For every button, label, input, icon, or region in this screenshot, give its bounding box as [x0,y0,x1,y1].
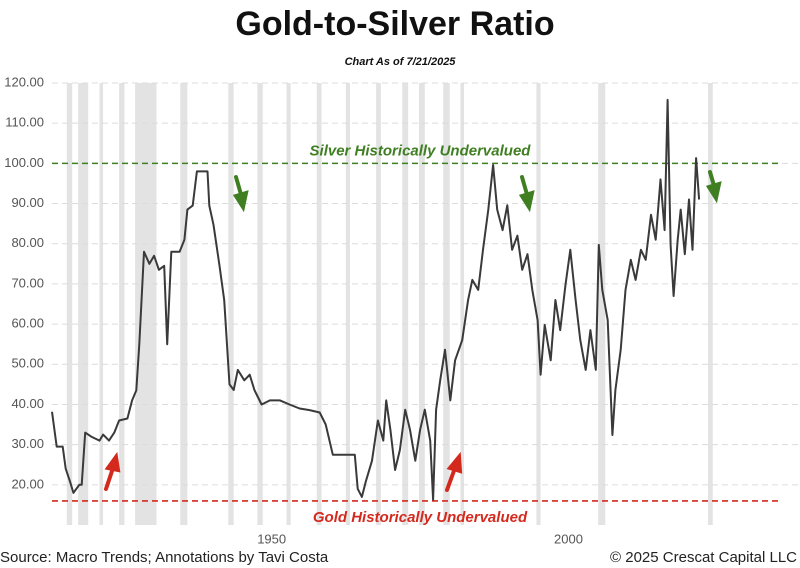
arrow-head [232,190,249,213]
chart-title: Gold-to-Silver Ratio [235,5,554,43]
shaded-period [707,83,713,525]
shaded-period [257,83,263,525]
shaded-period [402,83,409,525]
y-tick-label: 20.00 [11,476,44,491]
shaded-period [345,83,351,525]
y-tick-label: 60.00 [11,316,44,331]
x-tick-label: 1950 [257,531,286,546]
up-arrow [445,466,457,492]
y-tick-label: 100.00 [4,155,44,170]
shaded-period [135,83,157,525]
data-line [51,98,701,501]
arrow-head [446,451,463,474]
y-tick-label: 70.00 [11,275,44,290]
shaded-period [286,83,291,525]
arrow-head [518,190,535,213]
shaded-period [228,83,234,525]
arrow-head [705,181,722,204]
shaded-period [536,83,541,525]
y-tick-label: 30.00 [11,436,44,451]
credit-note: © 2025 Crescat Capital LLC [610,549,797,566]
shaded-period [598,83,606,525]
reference-label: Silver Historically Undervalued [310,142,532,159]
y-tick-label: 120.00 [4,74,44,89]
line-layer [51,98,780,502]
x-tick-label: 2000 [554,531,583,546]
shaded-period [418,83,425,525]
source-note: Source: Macro Trends; Annotations by Tav… [0,549,329,566]
shaded-period [119,83,125,525]
shaded-period [316,83,322,525]
y-tick-label: 90.00 [11,195,44,210]
y-tick-label: 50.00 [11,356,44,371]
shaded-period [376,83,381,525]
arrow-head [104,451,121,473]
y-tick-label: 40.00 [11,396,44,411]
shaded-period [78,83,89,525]
shaded-period [66,83,73,525]
annotation-arrows [104,170,722,492]
chart-subtitle: Chart As of 7/21/2025 [345,56,457,68]
shaded-period [180,83,188,525]
up-arrow [104,466,115,491]
shaded-period [443,83,450,525]
shaded-period [99,83,104,525]
shading-layer [66,83,713,525]
shaded-period [460,83,464,525]
reference-label: Gold Historically Undervalued [313,509,528,526]
y-tick-label: 110.00 [5,115,44,130]
y-tick-label: 80.00 [11,235,44,250]
